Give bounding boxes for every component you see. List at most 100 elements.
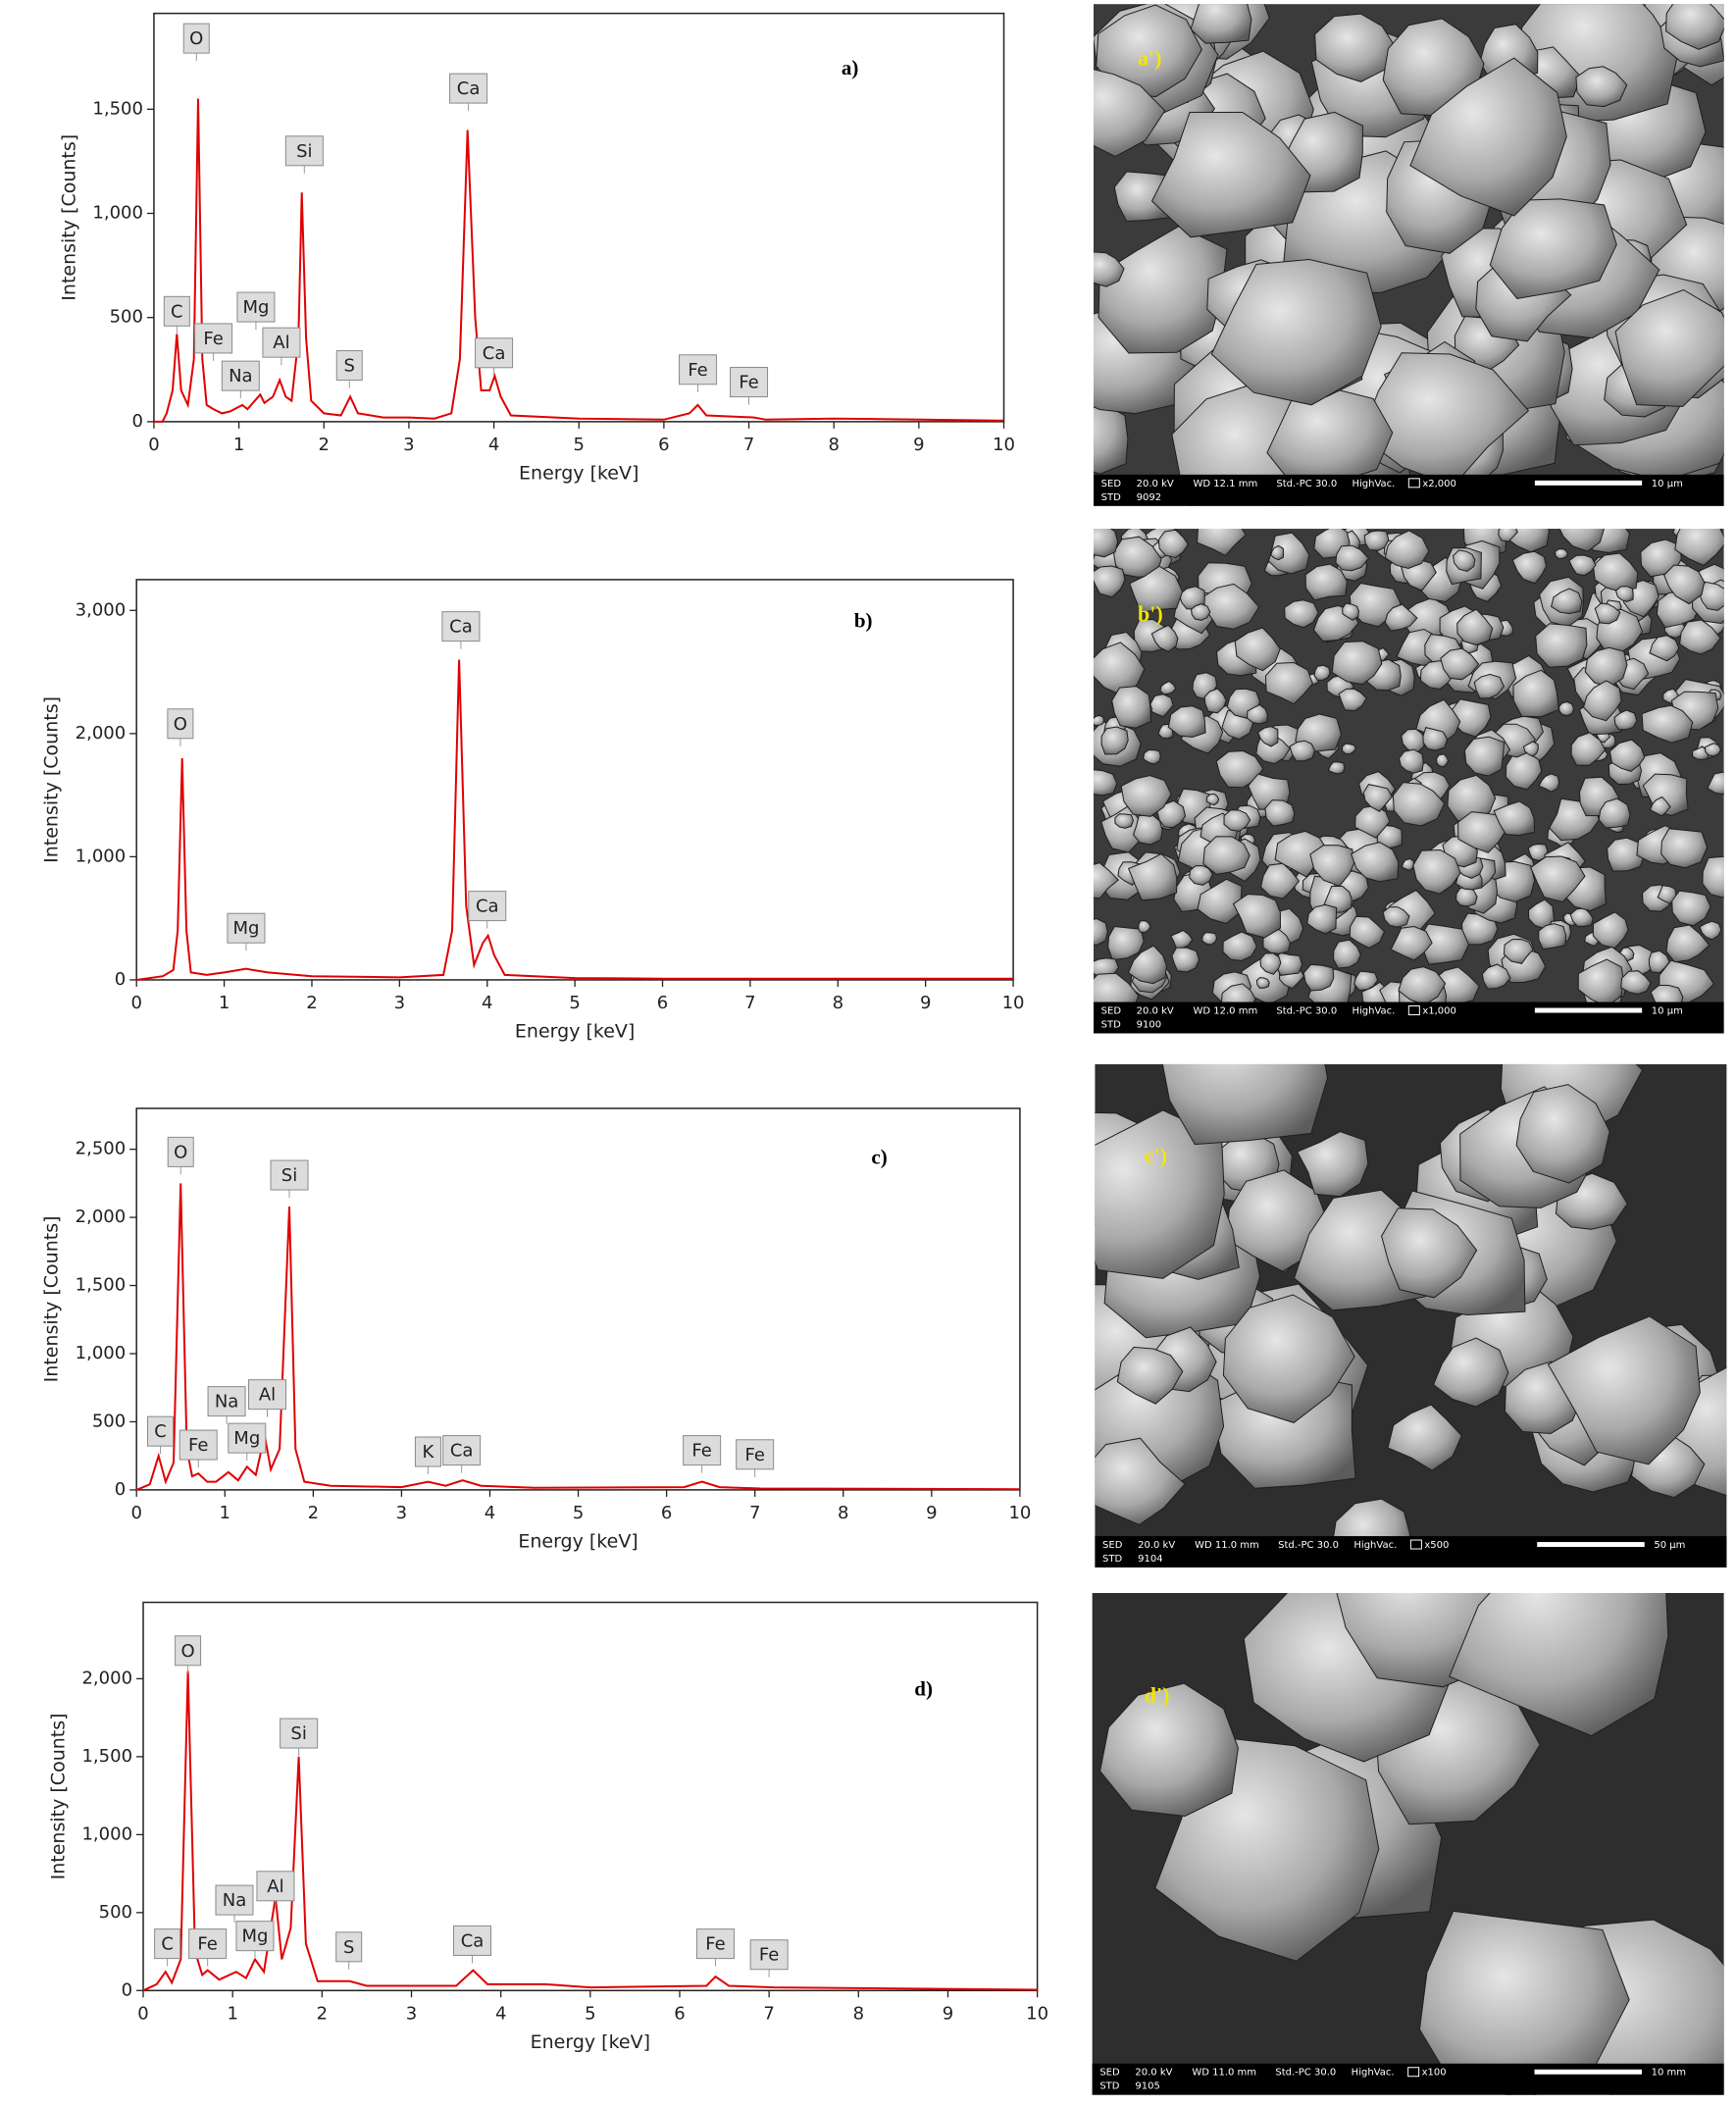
- particle: [1264, 799, 1296, 827]
- particle: [1143, 748, 1161, 765]
- scale-bar: [1534, 2069, 1642, 2075]
- annotation-label: C: [154, 1421, 167, 1442]
- info-text: HighVac.: [1352, 2068, 1395, 2079]
- x-tick-label: 0: [130, 993, 141, 1013]
- particle: [1412, 848, 1461, 895]
- x-tick-label: 8: [838, 1503, 848, 1523]
- particle: [1493, 800, 1536, 837]
- particle: [1704, 743, 1722, 757]
- annotation-box: [256, 1871, 295, 1902]
- info-text: 9105: [1135, 2081, 1159, 2092]
- micrograph-label: b'): [1138, 601, 1163, 626]
- annotation-box: [679, 354, 718, 385]
- particle: [1699, 920, 1722, 941]
- particle: [1707, 771, 1724, 796]
- particle: [1171, 947, 1200, 973]
- x-axis-label: Energy [keV]: [531, 2031, 650, 2053]
- particle: [1584, 646, 1628, 688]
- particle: [1314, 13, 1397, 82]
- scale-bar: [1534, 1007, 1643, 1013]
- particle: [1620, 970, 1652, 996]
- camera-icon: [1409, 1539, 1422, 1550]
- plot-frame: [135, 1107, 1021, 1491]
- particle: [1232, 894, 1282, 939]
- particle: [1607, 837, 1646, 872]
- annotation-label: C: [171, 301, 183, 322]
- annotation-box: [147, 1415, 175, 1447]
- particle: [1234, 627, 1281, 672]
- info-text: x500: [1424, 1540, 1449, 1551]
- particle: [1095, 1437, 1186, 1525]
- info-text: 20.0 kV: [1137, 1006, 1174, 1017]
- camera-icon: [1407, 478, 1420, 488]
- particle: [1138, 919, 1151, 934]
- x-tick-label: 2: [317, 2003, 328, 2024]
- info-text: x1,000: [1422, 1006, 1456, 1017]
- particle: [1387, 1404, 1462, 1471]
- particle: [1698, 581, 1724, 611]
- x-tick-label: 2: [308, 1503, 319, 1523]
- info-text: SED: [1099, 2068, 1120, 2079]
- info-text: STD: [1102, 1554, 1122, 1565]
- annotation-box: [175, 1635, 202, 1667]
- x-tick-label: 9: [926, 1503, 937, 1523]
- info-text: Std.-PC 30.0: [1278, 1540, 1339, 1551]
- annotation-box: [695, 1928, 735, 1960]
- panel-title: d): [914, 1676, 933, 1700]
- x-tick-label: 0: [137, 2003, 148, 2024]
- particle: [1679, 619, 1721, 655]
- particle: [1202, 836, 1251, 875]
- sem-image: SED 20.0 kV WD 12.1 mm Std.-PC 30.0 HighVac.…: [1093, 4, 1724, 506]
- annotation-label: Fe: [759, 1945, 779, 1966]
- spectrum-line: [142, 1670, 1038, 1992]
- particle: [1167, 705, 1206, 739]
- particle: [1384, 603, 1418, 632]
- particle: [1222, 1294, 1355, 1423]
- info-text: 10 mm: [1652, 2068, 1686, 2079]
- x-tick-label: 7: [744, 993, 755, 1013]
- annotation-box: [270, 1159, 309, 1191]
- annotation-box: [335, 350, 363, 382]
- particle: [1196, 529, 1247, 557]
- x-tick-label: 9: [913, 435, 924, 455]
- particle: [1608, 739, 1646, 772]
- particle: [1309, 845, 1355, 887]
- x-tick-label: 8: [833, 993, 843, 1013]
- info-text: 50 µm: [1654, 1540, 1685, 1551]
- particle: [1127, 852, 1178, 901]
- x-tick-label: 6: [658, 435, 669, 455]
- particle: [1157, 529, 1190, 559]
- particle: [1382, 906, 1410, 928]
- particle: [1096, 4, 1202, 98]
- x-tick-label: 2: [306, 993, 317, 1013]
- info-text: Std.-PC 30.0: [1276, 479, 1337, 489]
- particle: [1648, 950, 1670, 974]
- particle: [1197, 878, 1243, 925]
- info-text: SED: [1101, 1006, 1122, 1017]
- info-text: 10 µm: [1652, 479, 1683, 489]
- annotation-label: O: [181, 1641, 195, 1662]
- x-tick-label: 4: [485, 1503, 495, 1523]
- particle: [1127, 945, 1167, 985]
- annotation-label: Al: [259, 1385, 276, 1406]
- info-text: 9092: [1137, 492, 1161, 503]
- particle: [1702, 855, 1724, 899]
- x-tick-label: 1: [219, 993, 230, 1013]
- annotation-label: Fe: [691, 1441, 711, 1462]
- annotation-label: Fe: [203, 329, 223, 349]
- particle: [1313, 664, 1331, 681]
- y-tick-label: 0: [115, 969, 126, 990]
- x-tick-label: 8: [828, 435, 839, 455]
- annotation-box: [280, 1718, 319, 1749]
- particle: [1665, 924, 1710, 963]
- annotation-box: [414, 1436, 441, 1467]
- particle: [1575, 66, 1628, 108]
- annotation-box: [683, 1435, 722, 1466]
- particle: [1409, 57, 1567, 217]
- annotation-box: [468, 891, 507, 922]
- particle: [1259, 952, 1282, 975]
- particle: [1335, 544, 1370, 572]
- particle: [1569, 907, 1594, 927]
- particle: [1577, 958, 1624, 1007]
- annotation-box: [730, 367, 769, 398]
